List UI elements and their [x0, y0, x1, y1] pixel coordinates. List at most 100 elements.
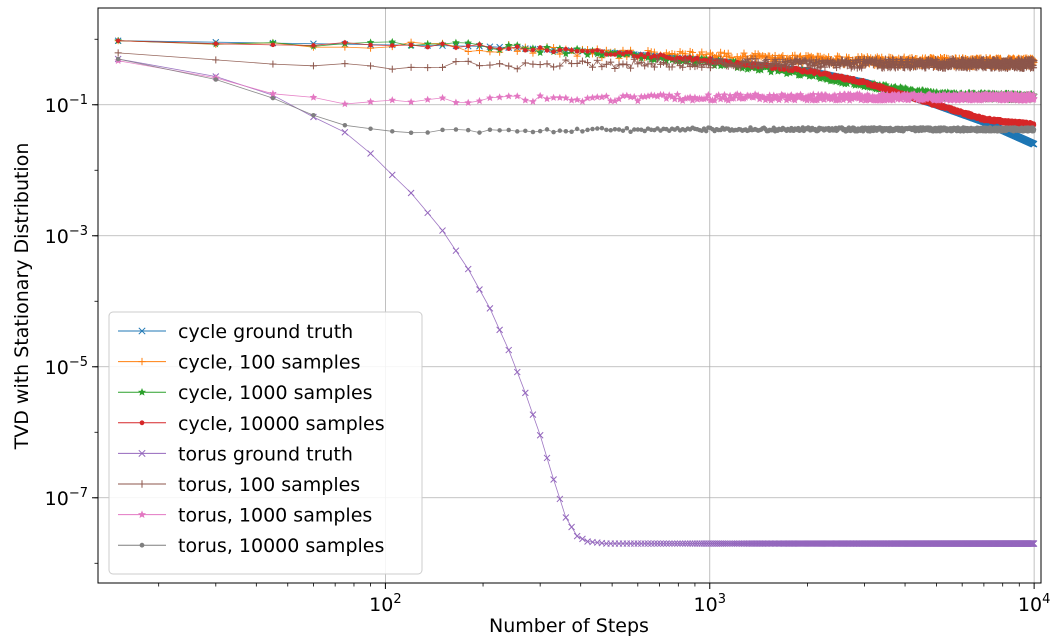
x-marker	[679, 540, 687, 547]
star-marker	[464, 39, 472, 47]
plus-marker	[740, 49, 748, 57]
star-marker	[452, 38, 460, 46]
x-marker	[654, 540, 661, 547]
x-marker	[407, 189, 415, 197]
x-marker	[686, 540, 694, 547]
dot-marker	[465, 43, 471, 49]
dot-marker	[440, 127, 445, 133]
dot-marker	[574, 126, 580, 132]
x-marker	[573, 532, 581, 540]
dot-marker	[311, 112, 316, 118]
dot-marker	[628, 50, 633, 55]
x-marker	[367, 150, 374, 157]
dot-marker	[580, 129, 585, 134]
x-marker	[464, 265, 472, 273]
dot-marker	[506, 46, 511, 52]
dot-marker	[590, 48, 595, 54]
dot-marker	[530, 129, 536, 135]
x-marker	[513, 368, 521, 376]
star-marker	[738, 64, 747, 72]
x-marker	[674, 540, 681, 547]
x-marker	[486, 304, 494, 312]
star-marker	[388, 37, 397, 46]
dot-marker	[453, 45, 459, 50]
dot-marker	[595, 47, 600, 53]
star-marker	[843, 79, 852, 88]
dot-marker	[465, 127, 471, 133]
dot-marker	[537, 128, 543, 134]
x-marker	[452, 247, 460, 255]
dot-marker	[580, 48, 585, 54]
dot-marker	[599, 49, 605, 54]
x-marker	[529, 411, 537, 418]
x-marker	[543, 454, 551, 462]
dot-marker	[115, 38, 121, 43]
x-marker	[388, 171, 396, 179]
dot-marker	[544, 48, 550, 53]
dot-marker	[390, 43, 395, 48]
dot-marker	[537, 45, 543, 50]
x-marker	[556, 495, 564, 503]
series-layer	[114, 36, 1038, 547]
dot-marker	[620, 51, 626, 57]
plus-marker	[698, 48, 706, 56]
x-marker	[568, 523, 575, 531]
x-marker	[496, 326, 503, 334]
dot-marker	[599, 125, 605, 131]
dot-marker	[311, 43, 316, 48]
series-line	[114, 55, 1038, 547]
dot-marker	[523, 128, 528, 134]
dot-marker	[639, 52, 644, 57]
dot-marker	[530, 47, 536, 53]
dot-marker	[608, 128, 613, 133]
x-marker	[505, 346, 513, 354]
star-marker	[536, 48, 544, 56]
x-marker	[657, 540, 664, 547]
dot-marker	[563, 129, 569, 134]
x-marker	[663, 540, 670, 547]
dot-marker	[544, 127, 550, 132]
x-marker	[644, 540, 652, 547]
dot-marker	[585, 49, 590, 54]
dot-marker	[635, 54, 641, 59]
dot-marker	[604, 52, 609, 57]
x-marker	[1030, 140, 1038, 148]
dot-marker	[616, 127, 622, 132]
star-marker	[782, 69, 791, 78]
x-marker	[536, 431, 544, 439]
dot-marker	[368, 126, 373, 131]
dot-marker	[213, 77, 219, 82]
plus-marker	[513, 47, 521, 55]
x-marker	[660, 540, 667, 547]
plus-marker	[573, 52, 581, 60]
star-marker	[562, 49, 570, 58]
x-marker	[651, 540, 658, 547]
dot-marker	[523, 48, 528, 53]
dot-marker	[440, 41, 445, 47]
dot-marker	[595, 126, 600, 131]
dot-marker	[645, 51, 651, 57]
dot-marker	[841, 74, 846, 80]
x-marker	[476, 286, 483, 293]
dot-marker	[557, 47, 563, 53]
dot-marker	[585, 127, 590, 133]
star-marker	[598, 51, 606, 59]
dot-marker	[506, 127, 511, 133]
dot-marker	[563, 46, 569, 52]
x-marker	[562, 514, 570, 521]
dot-marker	[487, 45, 493, 50]
x-marker	[579, 535, 586, 543]
dot-marker	[687, 55, 693, 60]
x-marker	[668, 540, 676, 547]
dot-marker	[213, 41, 219, 46]
dot-marker	[270, 42, 276, 48]
star-marker	[593, 50, 602, 58]
x-marker	[647, 540, 655, 547]
dot-marker	[408, 42, 414, 48]
dot-marker	[590, 126, 595, 132]
star-marker	[504, 41, 513, 49]
x-marker	[743, 540, 751, 547]
dot-marker	[642, 54, 647, 60]
dot-marker	[487, 127, 493, 132]
